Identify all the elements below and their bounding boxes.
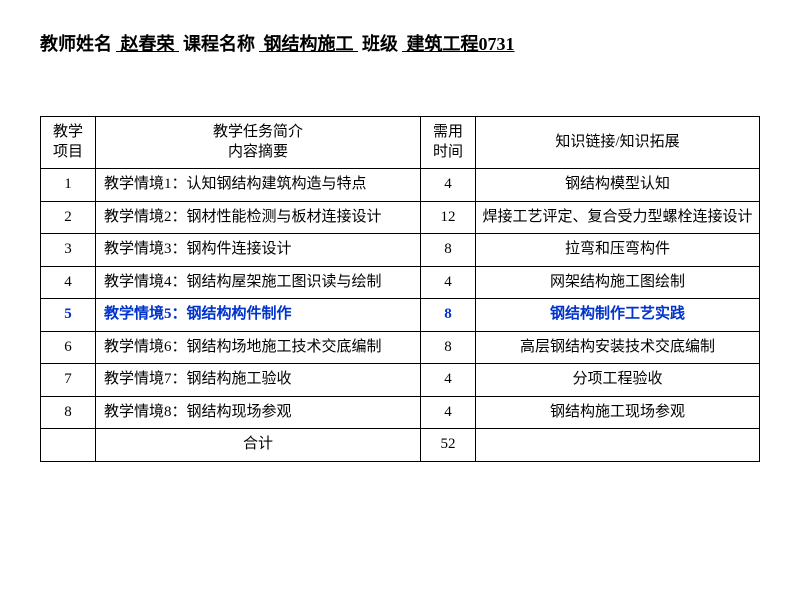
cell-ext: 分项工程验收: [476, 364, 760, 397]
col-header-project: 教学项目: [41, 117, 96, 169]
cell-time: 8: [421, 299, 476, 332]
course-label: 课程名称: [183, 34, 255, 54]
table-row: 3教学情境3：钢构件连接设计8拉弯和压弯构件: [41, 234, 760, 267]
cell-no: 7: [41, 364, 96, 397]
cell-desc: 教学情境5：钢结构构件制作: [96, 299, 421, 332]
cell-total-value: 52: [421, 429, 476, 462]
cell-time: 4: [421, 266, 476, 299]
class-label: 班级: [362, 34, 398, 54]
document-page: 教师姓名 赵春荣 课程名称 钢结构施工 班级 建筑工程0731 教学项目 教学任…: [0, 0, 800, 492]
cell-time: 12: [421, 201, 476, 234]
cell-desc: 教学情境1：认知钢结构建筑构造与特点: [96, 169, 421, 202]
table-total-row: 合计52: [41, 429, 760, 462]
cell-no: 8: [41, 396, 96, 429]
cell-desc: 教学情境8：钢结构现场参观: [96, 396, 421, 429]
teacher-value: 赵春荣: [112, 34, 183, 54]
cell-no: 5: [41, 299, 96, 332]
col-header-desc: 教学任务简介内容摘要: [96, 117, 421, 169]
cell-ext: 焊接工艺评定、复合受力型螺栓连接设计: [476, 201, 760, 234]
cell-ext: 拉弯和压弯构件: [476, 234, 760, 267]
table-row: 4教学情境4：钢结构屋架施工图识读与绘制4网架结构施工图绘制: [41, 266, 760, 299]
table-row: 6教学情境6：钢结构场地施工技术交底编制8高层钢结构安装技术交底编制: [41, 331, 760, 364]
class-value: 建筑工程0731: [398, 34, 519, 54]
cell-desc: 教学情境3：钢构件连接设计: [96, 234, 421, 267]
cell-no: 2: [41, 201, 96, 234]
table-row: 5教学情境5：钢结构构件制作8钢结构制作工艺实践: [41, 299, 760, 332]
cell-ext: 钢结构制作工艺实践: [476, 299, 760, 332]
cell-time: 8: [421, 331, 476, 364]
cell-desc: 教学情境4：钢结构屋架施工图识读与绘制: [96, 266, 421, 299]
cell-ext: 钢结构模型认知: [476, 169, 760, 202]
cell-no: 3: [41, 234, 96, 267]
cell-ext: 钢结构施工现场参观: [476, 396, 760, 429]
cell-time: 8: [421, 234, 476, 267]
cell-ext: 网架结构施工图绘制: [476, 266, 760, 299]
cell-time: 4: [421, 364, 476, 397]
cell-no: [41, 429, 96, 462]
teacher-label: 教师姓名: [40, 34, 112, 54]
course-value: 钢结构施工: [255, 34, 362, 54]
table-row: 7教学情境7：钢结构施工验收4分项工程验收: [41, 364, 760, 397]
cell-time: 4: [421, 396, 476, 429]
table-row: 1教学情境1：认知钢结构建筑构造与特点4钢结构模型认知: [41, 169, 760, 202]
cell-desc: 教学情境2：钢材性能检测与板材连接设计: [96, 201, 421, 234]
header-line: 教师姓名 赵春荣 课程名称 钢结构施工 班级 建筑工程0731: [40, 30, 760, 56]
cell-time: 4: [421, 169, 476, 202]
cell-ext: 高层钢结构安装技术交底编制: [476, 331, 760, 364]
col-header-time: 需用时间: [421, 117, 476, 169]
cell-total-label: 合计: [96, 429, 421, 462]
cell-no: 1: [41, 169, 96, 202]
table-header-row: 教学项目 教学任务简介内容摘要 需用时间 知识链接/知识拓展: [41, 117, 760, 169]
table-row: 2教学情境2：钢材性能检测与板材连接设计12焊接工艺评定、复合受力型螺栓连接设计: [41, 201, 760, 234]
cell-no: 4: [41, 266, 96, 299]
cell-no: 6: [41, 331, 96, 364]
cell-desc: 教学情境6：钢结构场地施工技术交底编制: [96, 331, 421, 364]
col-header-ext: 知识链接/知识拓展: [476, 117, 760, 169]
table-row: 8教学情境8：钢结构现场参观4钢结构施工现场参观: [41, 396, 760, 429]
cell-ext: [476, 429, 760, 462]
cell-desc: 教学情境7：钢结构施工验收: [96, 364, 421, 397]
syllabus-table: 教学项目 教学任务简介内容摘要 需用时间 知识链接/知识拓展 1教学情境1：认知…: [40, 116, 760, 462]
